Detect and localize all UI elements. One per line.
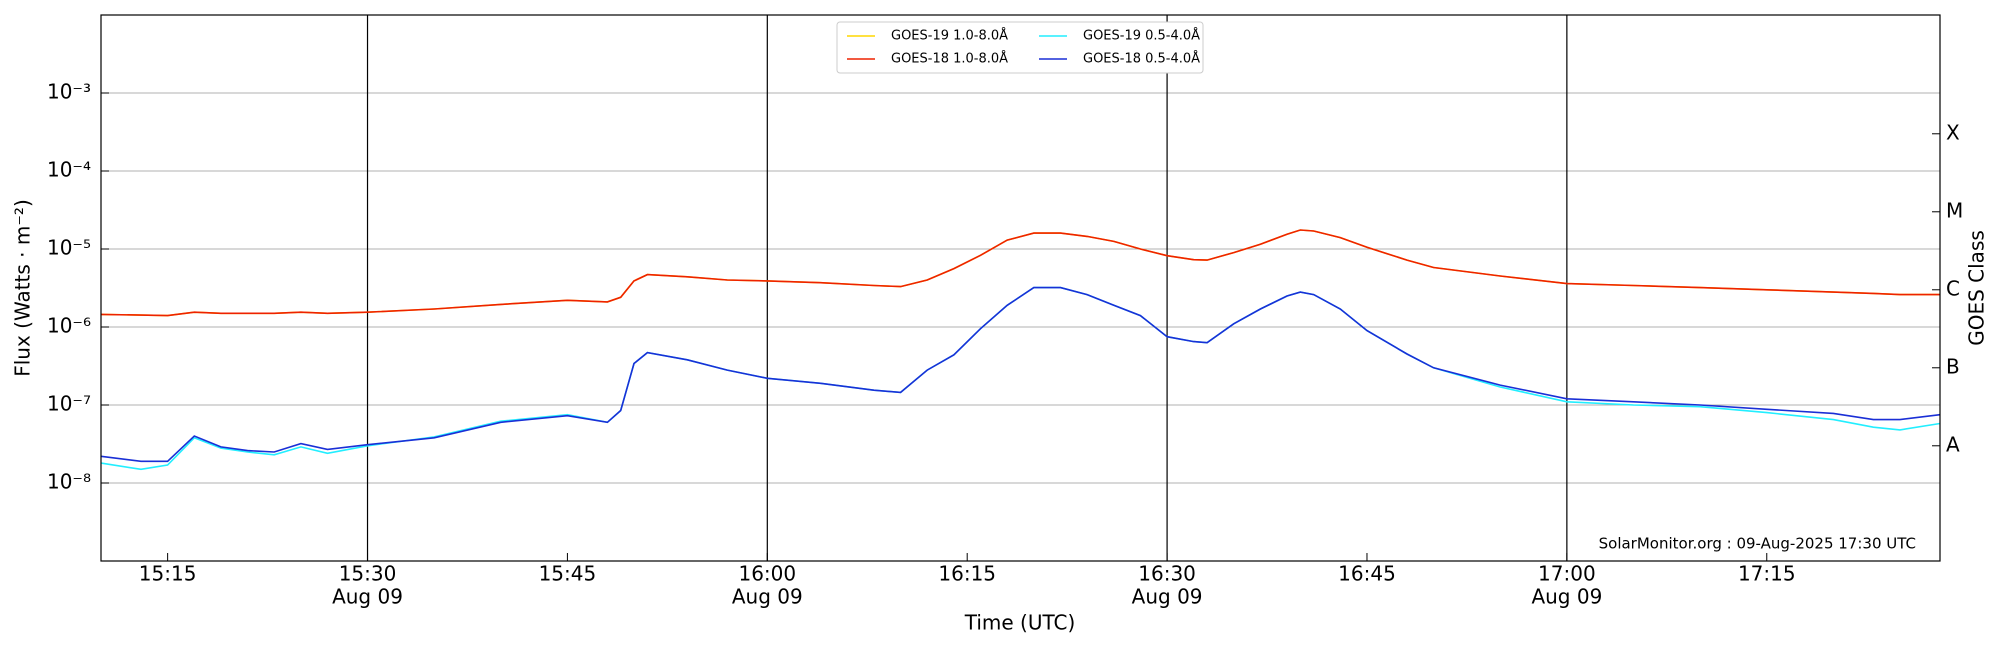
series-line [100,286,1941,463]
x-tick-date: Aug 09 [1132,585,1203,609]
x-axis-label: Time (UTC) [964,611,1076,635]
y2-tick-label: X [1946,120,1960,144]
x-tick-label: 16:15 [938,562,996,586]
x-tick-label: 15:45 [539,562,597,586]
y-tick-label: 10⁻⁴ [47,158,91,182]
x-tick-date: Aug 09 [332,585,403,609]
legend-label: GOES-19 1.0-8.0Å [891,28,1008,44]
y2-tick-label: M [1946,198,1963,222]
y2-axis-label: GOES Class [1965,230,1989,346]
plot-frame [100,14,1941,562]
annotation: SolarMonitor.org : 09-Aug-2025 17:30 UTC [1599,535,1916,553]
x-tick-label: 15:15 [139,562,197,586]
y-tick-label: 10⁻⁶ [47,314,91,338]
legend-box [836,21,1204,74]
y-tick-label: 10⁻⁵ [47,236,91,260]
series-line [100,229,1940,317]
x-tick-date: Aug 09 [1531,585,1602,609]
x-tick-label: 16:00 [738,562,796,586]
x-tick-label: 17:00 [1538,562,1596,586]
y-tick-label: 10⁻⁸ [47,470,91,494]
y2-tick-label: A [1946,432,1960,456]
y-tick-label: 10⁻³ [47,80,91,104]
y-axis-label: Flux (Watts · m⁻²) [11,199,35,377]
x-tick-label: 16:30 [1138,562,1196,586]
legend-label: GOES-19 0.5-4.0Å [1083,28,1200,44]
legend-label: GOES-18 1.0-8.0Å [891,51,1008,67]
y2-tick-label: C [1946,276,1960,300]
y-tick-label: 10⁻⁷ [47,392,91,416]
x-tick-date: Aug 09 [732,585,803,609]
x-tick-label: 17:15 [1738,562,1796,586]
x-tick-label: 16:45 [1338,562,1396,586]
x-tick-label: 15:30 [339,562,397,586]
legend-label: GOES-18 0.5-4.0Å [1083,51,1200,67]
y2-tick-label: B [1946,354,1960,378]
